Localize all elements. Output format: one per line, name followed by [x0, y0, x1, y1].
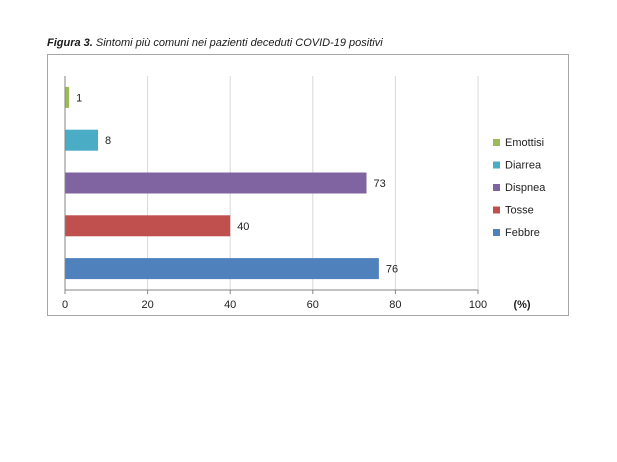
data-label-diarrea: 8 [105, 135, 111, 147]
legend-label-febbre: Febbre [505, 227, 540, 239]
legend-swatch-emottisi [493, 139, 500, 146]
bars: 76 40 73 8 1 [65, 86, 398, 280]
figure-label: Figura 3. [47, 37, 93, 49]
x-axis-unit: (%) [513, 299, 530, 311]
legend: Emottisi Diarrea Dispnea Tosse Febbre [493, 137, 546, 239]
bar-emottisi [65, 86, 70, 108]
data-label-dispnea: 73 [373, 178, 385, 190]
legend-swatch-febbre [493, 229, 500, 236]
figure-title: Sintomi più comuni nei pazienti deceduti… [95, 37, 383, 49]
x-tick-label: 60 [307, 299, 319, 311]
data-label-febbre: 76 [386, 264, 398, 276]
bar-febbre [65, 258, 379, 280]
legend-label-tosse: Tosse [505, 205, 534, 217]
figure-caption: Figura 3. Sintomi più comuni nei pazient… [47, 37, 383, 49]
data-label-emottisi: 1 [76, 92, 82, 104]
bar-tosse [65, 215, 231, 237]
x-tick-label: 20 [141, 299, 153, 311]
chart-frame [47, 54, 569, 316]
bar-dispnea [65, 172, 367, 194]
legend-label-dispnea: Dispnea [505, 182, 546, 194]
legend-swatch-tosse [493, 206, 500, 214]
legend-label-emottisi: Emottisi [505, 137, 544, 149]
legend-swatch-dispnea [493, 184, 500, 191]
bar-diarrea [65, 129, 99, 151]
legend-swatch-diarrea [493, 161, 500, 169]
x-axis: 0 20 40 60 80 100 (%) [62, 76, 531, 311]
legend-label-diarrea: Diarrea [505, 160, 542, 172]
x-tick-label: 80 [389, 299, 401, 311]
x-tick-label: 0 [62, 299, 68, 311]
x-tick-label: 100 [469, 299, 487, 311]
data-label-tosse: 40 [237, 221, 249, 233]
x-tick-label: 40 [224, 299, 236, 311]
